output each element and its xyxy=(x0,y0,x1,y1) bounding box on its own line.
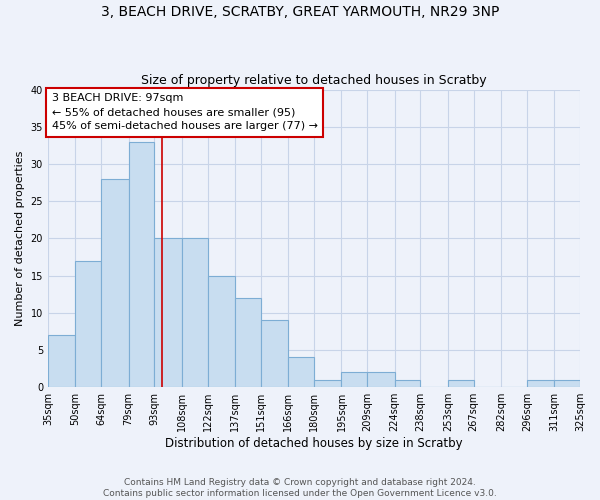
Bar xyxy=(288,358,314,387)
Bar xyxy=(448,380,473,387)
Bar xyxy=(261,320,288,387)
Text: 3 BEACH DRIVE: 97sqm
← 55% of detached houses are smaller (95)
45% of semi-detac: 3 BEACH DRIVE: 97sqm ← 55% of detached h… xyxy=(52,94,317,132)
Y-axis label: Number of detached properties: Number of detached properties xyxy=(15,150,25,326)
Bar xyxy=(76,260,101,387)
Bar xyxy=(527,380,554,387)
Text: 3, BEACH DRIVE, SCRATBY, GREAT YARMOUTH, NR29 3NP: 3, BEACH DRIVE, SCRATBY, GREAT YARMOUTH,… xyxy=(101,5,499,19)
Title: Size of property relative to detached houses in Scratby: Size of property relative to detached ho… xyxy=(141,74,487,87)
Text: Contains HM Land Registry data © Crown copyright and database right 2024.
Contai: Contains HM Land Registry data © Crown c… xyxy=(103,478,497,498)
Bar xyxy=(314,380,341,387)
Bar xyxy=(128,142,154,387)
Bar xyxy=(182,238,208,387)
Bar xyxy=(341,372,367,387)
Bar xyxy=(235,298,261,387)
Bar xyxy=(395,380,421,387)
Bar xyxy=(367,372,395,387)
Bar xyxy=(154,238,182,387)
Bar xyxy=(208,276,235,387)
Bar xyxy=(554,380,580,387)
Bar xyxy=(48,335,76,387)
X-axis label: Distribution of detached houses by size in Scratby: Distribution of detached houses by size … xyxy=(165,437,463,450)
Bar xyxy=(101,179,128,387)
